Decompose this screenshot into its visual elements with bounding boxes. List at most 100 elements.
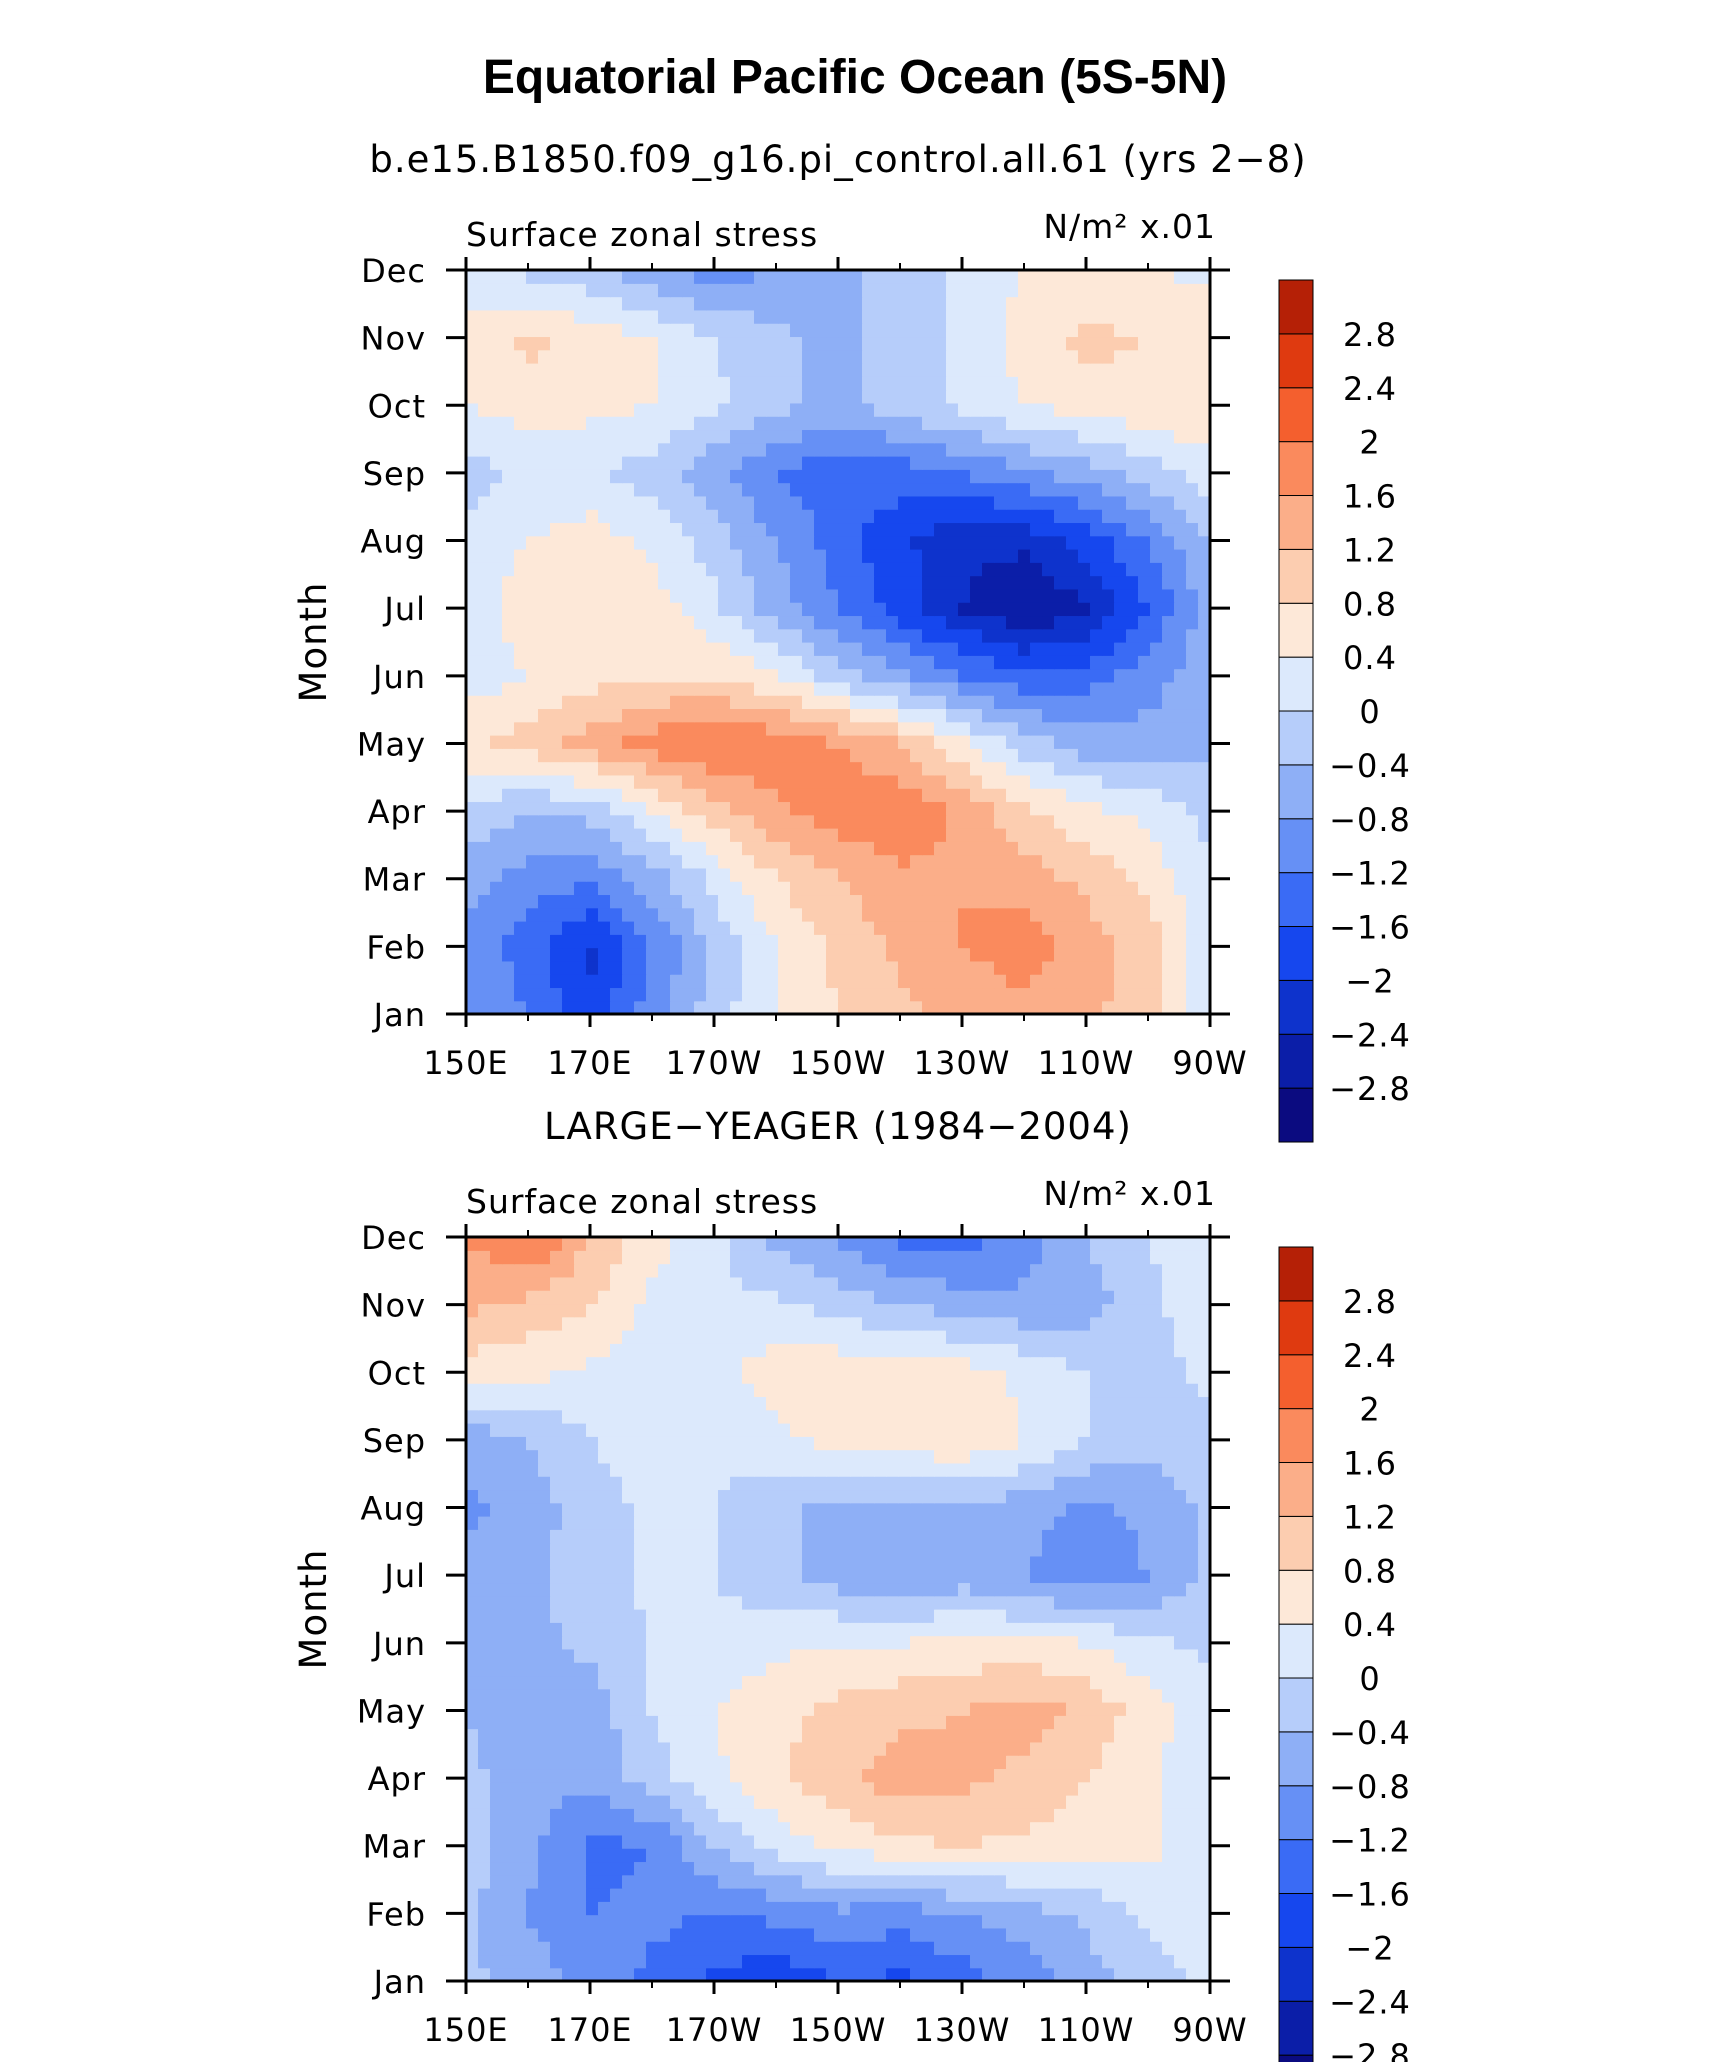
contour-cell	[478, 456, 491, 470]
contour-cell	[802, 695, 815, 710]
contour-cell	[1126, 921, 1139, 935]
contour-cell	[694, 522, 707, 537]
contour-cell	[1018, 495, 1031, 510]
contour-cell	[1030, 562, 1043, 577]
contour-cell	[610, 376, 623, 391]
contour-cell	[610, 774, 623, 789]
contour-cell	[1198, 867, 1211, 882]
contour-cell	[922, 1888, 935, 1902]
contour-cell	[886, 828, 899, 842]
contour-cell	[1114, 602, 1127, 617]
contour-cell	[490, 1927, 503, 1942]
contour-cell	[706, 389, 719, 404]
contour-cell	[934, 1781, 947, 1796]
contour-cell	[562, 615, 575, 630]
contour-cell	[502, 283, 515, 298]
contour-cell	[550, 363, 563, 377]
contour-cell	[718, 921, 731, 935]
contour-cell	[1162, 841, 1175, 856]
contour-cell	[1018, 349, 1031, 364]
contour-cell	[1006, 1688, 1019, 1703]
contour-cell	[802, 934, 815, 949]
contour-cell	[622, 469, 635, 484]
contour-cell	[646, 1715, 659, 1730]
contour-cell	[658, 774, 671, 789]
contour-cell	[562, 841, 575, 856]
contour-cell	[538, 1967, 551, 1982]
contour-cell	[646, 1954, 659, 1969]
contour-cell	[1198, 429, 1211, 444]
contour-cell	[706, 974, 719, 989]
contour-cell	[1030, 854, 1043, 869]
contour-cell	[730, 708, 743, 723]
contour-cell	[502, 469, 515, 484]
contour-cell	[814, 1888, 827, 1902]
contour-cell	[478, 628, 491, 643]
contour-cell	[886, 947, 899, 962]
contour-cell	[874, 1888, 887, 1902]
contour-cell	[766, 469, 779, 484]
contour-cell	[1054, 363, 1067, 377]
contour-cell	[934, 921, 947, 935]
contour-cell	[802, 761, 815, 776]
contour-cell	[550, 1702, 563, 1716]
contour-cell	[646, 801, 659, 816]
contour-cell	[706, 363, 719, 377]
contour-cell	[1018, 708, 1031, 723]
contour-cell	[622, 588, 635, 603]
contour-cell	[1198, 1728, 1211, 1743]
contour-cell	[610, 562, 623, 577]
contour-cell	[478, 1848, 491, 1863]
contour-cell	[850, 296, 863, 311]
contour-cell	[586, 814, 599, 829]
contour-cell	[514, 588, 527, 603]
contour-cell	[994, 416, 1007, 431]
contour-cell	[1018, 1821, 1031, 1836]
contour-cell	[1090, 376, 1103, 391]
contour-cell	[586, 907, 599, 922]
contour-cell	[1150, 615, 1163, 630]
contour-cell	[622, 1941, 635, 1956]
contour-cell	[838, 894, 851, 909]
contour-cell	[586, 628, 599, 643]
contour-cell	[1018, 283, 1031, 298]
contour-cell	[718, 416, 731, 431]
contour-cell	[718, 402, 731, 417]
contour-cell	[478, 1702, 491, 1716]
contour-cell	[886, 1848, 899, 1863]
contour-cell	[862, 1967, 875, 1982]
contour-cell	[934, 761, 947, 776]
contour-cell	[694, 469, 707, 484]
contour-cell	[970, 602, 983, 617]
contour-cell	[658, 549, 671, 563]
contour-cell	[1174, 642, 1187, 656]
contour-cell	[526, 1000, 539, 1015]
contour-cell	[574, 721, 587, 736]
contour-cell	[574, 1715, 587, 1730]
contour-cell	[862, 960, 875, 975]
contour-cell	[586, 681, 599, 696]
contour-cell	[1102, 681, 1115, 696]
contour-cell	[538, 668, 551, 683]
contour-cell	[550, 575, 563, 590]
contour-cell	[1186, 628, 1199, 643]
contour-cell	[754, 309, 767, 324]
contour-cell	[1078, 814, 1091, 829]
contour-cell	[850, 1688, 863, 1703]
contour-cell	[538, 708, 551, 723]
contour-cell	[874, 376, 887, 391]
contour-cell	[1138, 1741, 1151, 1756]
contour-cell	[862, 695, 875, 710]
contour-cell	[610, 1741, 623, 1756]
contour-cell	[814, 761, 827, 776]
contour-cell	[1150, 1741, 1163, 1756]
contour-cell	[910, 1874, 923, 1889]
contour-cell	[694, 974, 707, 989]
contour-cell	[718, 1675, 731, 1690]
contour-cell	[610, 549, 623, 563]
contour-cell	[1078, 628, 1091, 643]
colorbar-label: 0	[1359, 693, 1380, 731]
contour-cell	[946, 456, 959, 470]
contour-cell	[778, 628, 791, 643]
contour-cell	[1042, 1000, 1055, 1015]
